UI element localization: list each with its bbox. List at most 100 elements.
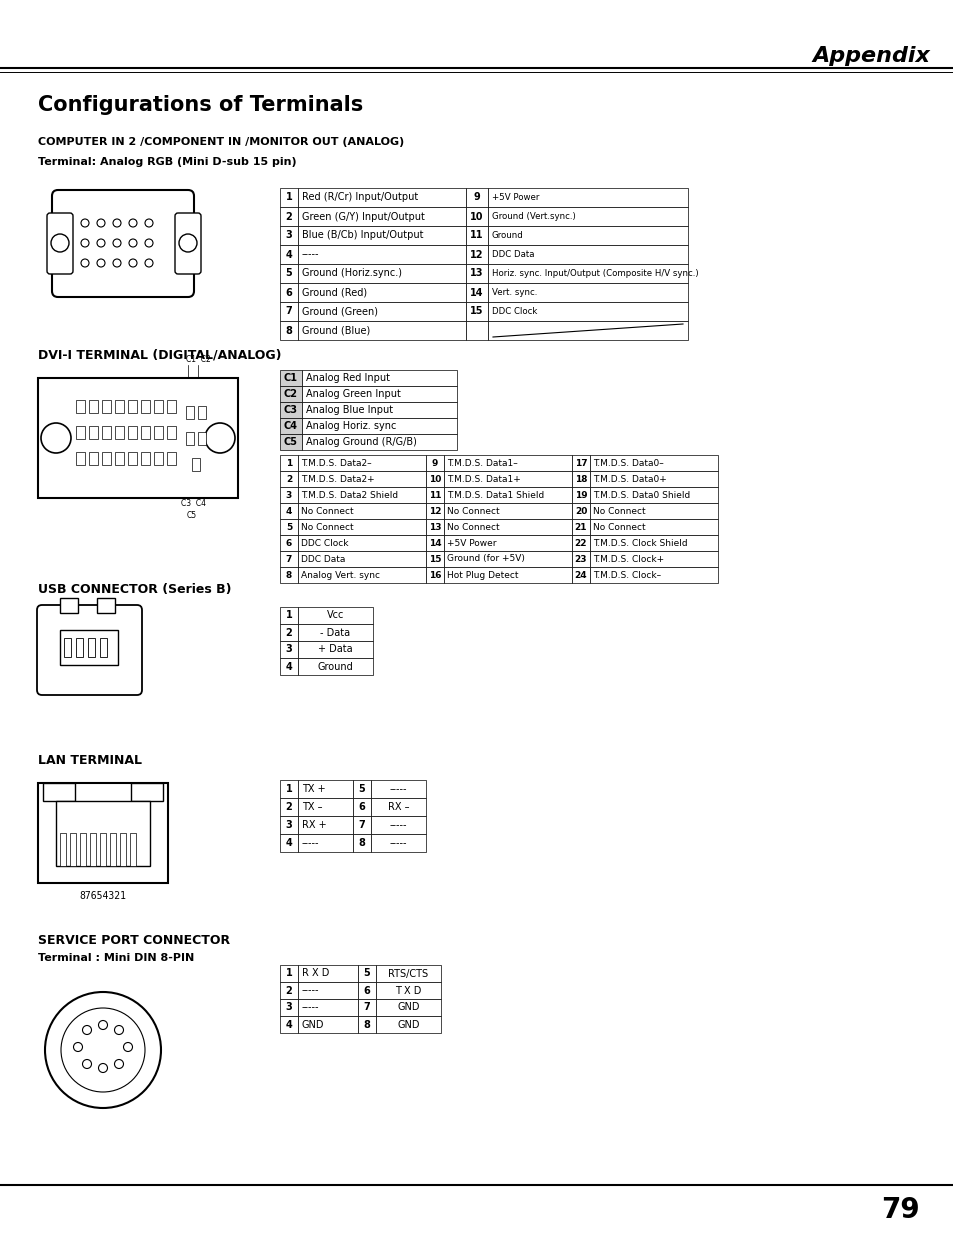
Bar — [443, 471, 572, 487]
Text: 2: 2 — [285, 986, 292, 995]
Text: 11: 11 — [428, 490, 441, 499]
Bar — [280, 283, 297, 303]
Bar — [280, 454, 297, 471]
Bar — [89, 400, 98, 412]
Bar — [186, 432, 193, 445]
Bar — [89, 452, 98, 466]
Text: 2: 2 — [285, 627, 292, 637]
Text: 13: 13 — [470, 268, 483, 279]
Bar — [357, 965, 375, 982]
Text: T.M.D.S. Data0–: T.M.D.S. Data0– — [593, 458, 663, 468]
Bar — [167, 426, 175, 438]
Bar — [102, 400, 111, 412]
Bar — [297, 816, 353, 834]
Bar — [192, 458, 200, 471]
Text: 17: 17 — [574, 458, 587, 468]
Text: DDC Data: DDC Data — [492, 249, 534, 259]
Text: 3: 3 — [285, 820, 292, 830]
Bar — [297, 487, 426, 503]
Bar — [280, 535, 297, 551]
Text: 7: 7 — [286, 555, 292, 563]
Text: DDC Clock: DDC Clock — [301, 538, 348, 547]
Bar — [297, 283, 465, 303]
Bar — [110, 832, 116, 866]
Bar — [60, 832, 66, 866]
Text: 15: 15 — [428, 555, 441, 563]
Text: Analog Blue Input: Analog Blue Input — [306, 405, 393, 415]
Bar — [280, 816, 297, 834]
Bar — [443, 567, 572, 583]
Bar — [465, 303, 488, 321]
Text: No Connect: No Connect — [447, 522, 499, 531]
Text: 7: 7 — [285, 306, 292, 316]
Text: Ground (Horiz.sync.): Ground (Horiz.sync.) — [302, 268, 401, 279]
Bar — [357, 999, 375, 1016]
FancyBboxPatch shape — [52, 190, 193, 296]
Text: 5: 5 — [286, 522, 292, 531]
Bar — [426, 503, 443, 519]
Bar — [297, 834, 353, 852]
Text: No Connect: No Connect — [593, 506, 645, 515]
Bar — [375, 982, 440, 999]
Bar — [128, 452, 137, 466]
Bar — [280, 1016, 297, 1032]
Bar — [353, 798, 371, 816]
Text: TX –: TX – — [302, 802, 322, 811]
Bar — [280, 387, 302, 403]
Text: + Data: + Data — [318, 645, 353, 655]
Bar — [297, 245, 465, 264]
Text: 1: 1 — [286, 458, 292, 468]
Bar — [297, 207, 465, 226]
Text: 5: 5 — [285, 268, 292, 279]
Bar — [465, 264, 488, 283]
Text: T X D: T X D — [395, 986, 421, 995]
Bar — [280, 519, 297, 535]
Text: T.M.D.S. Clock–: T.M.D.S. Clock– — [593, 571, 660, 579]
Text: T.M.D.S. Data2 Shield: T.M.D.S. Data2 Shield — [301, 490, 397, 499]
Text: Ground (Blue): Ground (Blue) — [302, 326, 370, 336]
Text: 15: 15 — [470, 306, 483, 316]
Bar — [141, 426, 150, 438]
Bar — [186, 406, 193, 419]
Text: GND: GND — [396, 1020, 419, 1030]
Bar — [488, 264, 687, 283]
Bar — [280, 551, 297, 567]
Circle shape — [82, 1025, 91, 1035]
Text: T.M.D.S. Data2–: T.M.D.S. Data2– — [301, 458, 372, 468]
Text: Ground (Vert.sync.): Ground (Vert.sync.) — [492, 212, 576, 221]
Bar — [100, 832, 106, 866]
Text: 12: 12 — [470, 249, 483, 259]
Bar — [130, 832, 136, 866]
Bar — [589, 503, 718, 519]
Text: -----: ----- — [302, 839, 319, 848]
Bar — [465, 188, 488, 207]
Bar — [280, 321, 297, 340]
Bar — [280, 471, 297, 487]
Bar — [371, 834, 426, 852]
Text: T.M.D.S. Data1–: T.M.D.S. Data1– — [447, 458, 517, 468]
Bar — [280, 567, 297, 583]
Bar — [443, 535, 572, 551]
Bar — [280, 207, 297, 226]
Bar — [589, 487, 718, 503]
Circle shape — [98, 1020, 108, 1030]
Text: -----: ----- — [390, 820, 407, 830]
Text: +5V Power: +5V Power — [447, 538, 496, 547]
Bar — [302, 370, 456, 387]
Text: Appendix: Appendix — [811, 46, 929, 65]
Text: No Connect: No Connect — [301, 522, 354, 531]
Text: GND: GND — [396, 1003, 419, 1013]
Bar — [572, 454, 589, 471]
Bar — [371, 781, 426, 798]
Bar — [60, 598, 78, 613]
Bar — [572, 535, 589, 551]
Text: 9: 9 — [473, 193, 480, 203]
Bar — [465, 321, 488, 340]
Text: 1: 1 — [285, 610, 292, 620]
Bar — [371, 798, 426, 816]
Bar — [153, 452, 163, 466]
Text: No Connect: No Connect — [593, 522, 645, 531]
Text: Blue (B/Cb) Input/Output: Blue (B/Cb) Input/Output — [302, 231, 423, 241]
Text: 22: 22 — [574, 538, 587, 547]
Text: Ground (for +5V): Ground (for +5V) — [447, 555, 524, 563]
